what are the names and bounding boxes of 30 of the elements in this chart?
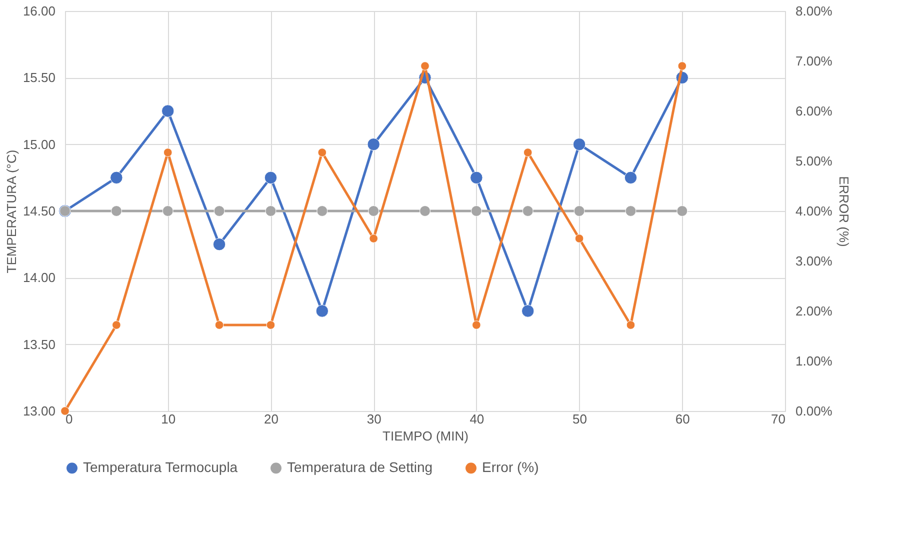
x-tick-label: 60: [675, 412, 690, 426]
y2-tick-label: 0.00%: [796, 404, 833, 418]
x-tick-label: 70: [771, 412, 786, 426]
y-tick-label: 16.00: [22, 4, 56, 18]
y-tick-label: 13.50: [22, 336, 56, 352]
x-tick-label: 20: [264, 412, 278, 426]
y-axis-title: TEMPERATURA (°C): [4, 150, 19, 274]
x-axis-title: TIEMPO (MIN): [382, 428, 468, 444]
y2-tick-label: 1.00%: [796, 354, 833, 368]
y2-axis-title: ERROR (%): [836, 176, 852, 247]
y2-tick-label: 3.00%: [796, 254, 833, 268]
x-tick-label: 50: [572, 412, 588, 426]
x-tick-label: 0: [66, 412, 73, 426]
y-tick-label: 14.50: [22, 204, 56, 218]
y2-tick-label: 5.00%: [796, 154, 833, 168]
legend-label: Temperatura de Setting: [287, 459, 433, 476]
legend-label: Error (%): [482, 459, 539, 476]
x-tick-label: 40: [470, 412, 484, 426]
y2-tick-label: 2.00%: [796, 304, 833, 318]
y2-tick-label: 7.00%: [796, 54, 833, 68]
y-tick-label: 15.50: [22, 70, 56, 86]
y-tick-label: 15.00: [22, 136, 56, 152]
x-tick-label: 10: [161, 412, 176, 426]
y-tick-label: 13.00: [22, 404, 56, 418]
x-tick-label: 30: [366, 412, 382, 426]
y2-tick-label: 4.00%: [796, 204, 833, 218]
legend-label: Temperatura Termocupla: [83, 459, 238, 476]
y2-tick-label: 6.00%: [796, 104, 833, 118]
y2-tick-label: 8.00%: [796, 4, 833, 18]
y-tick-label: 14.00: [22, 270, 56, 286]
